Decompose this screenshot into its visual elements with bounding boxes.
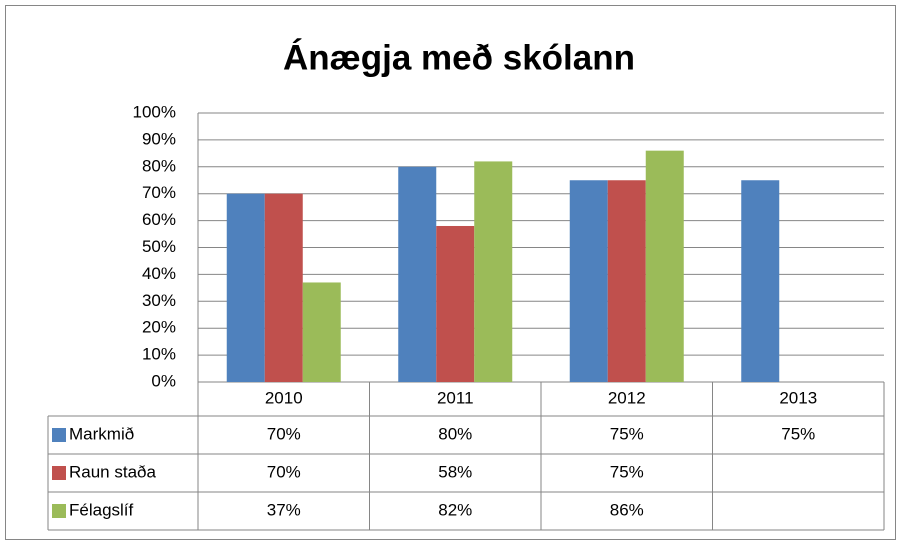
table-value: 75% [610,424,644,443]
x-tick-label: 2010 [265,388,303,407]
table-value: 80% [438,424,472,443]
x-tick-label: 2011 [437,388,474,407]
table-value: 70% [267,462,301,481]
x-tick-label: 2012 [608,388,646,407]
legend-label: Félagslíf [69,500,134,519]
y-tick-label: 40% [142,264,176,283]
table-value: 70% [267,424,301,443]
table-value: 75% [610,462,644,481]
table-value: 86% [610,500,644,519]
y-tick-label: 30% [142,291,176,310]
legend-key [52,504,66,518]
chart-title: Ánægja með skólann [283,37,635,77]
bar [302,282,341,382]
y-tick-label: 20% [142,318,176,337]
y-tick-label: 0% [151,371,176,390]
table-value: 82% [438,500,472,519]
legend-key [52,428,66,442]
bar [569,180,608,382]
y-tick-label: 80% [142,156,176,175]
legend-label: Raun staða [69,462,156,481]
table-value: 37% [267,500,301,519]
y-tick-label: 60% [142,210,176,229]
bar [398,166,437,382]
y-tick-label: 90% [142,129,176,148]
y-tick-label: 100% [133,102,176,121]
bar [474,161,513,382]
bar [226,193,265,382]
bar [607,180,646,382]
y-tick-label: 50% [142,237,176,256]
y-tick-label: 10% [142,345,176,364]
legend-label: Markmið [69,424,134,443]
x-tick-label: 2013 [779,388,817,407]
bar [645,150,684,382]
bar [741,180,780,382]
table-value: 75% [781,424,815,443]
bar [436,225,475,382]
bar [264,193,303,382]
y-tick-label: 70% [142,183,176,202]
legend-key [52,466,66,480]
table-value: 58% [438,462,472,481]
